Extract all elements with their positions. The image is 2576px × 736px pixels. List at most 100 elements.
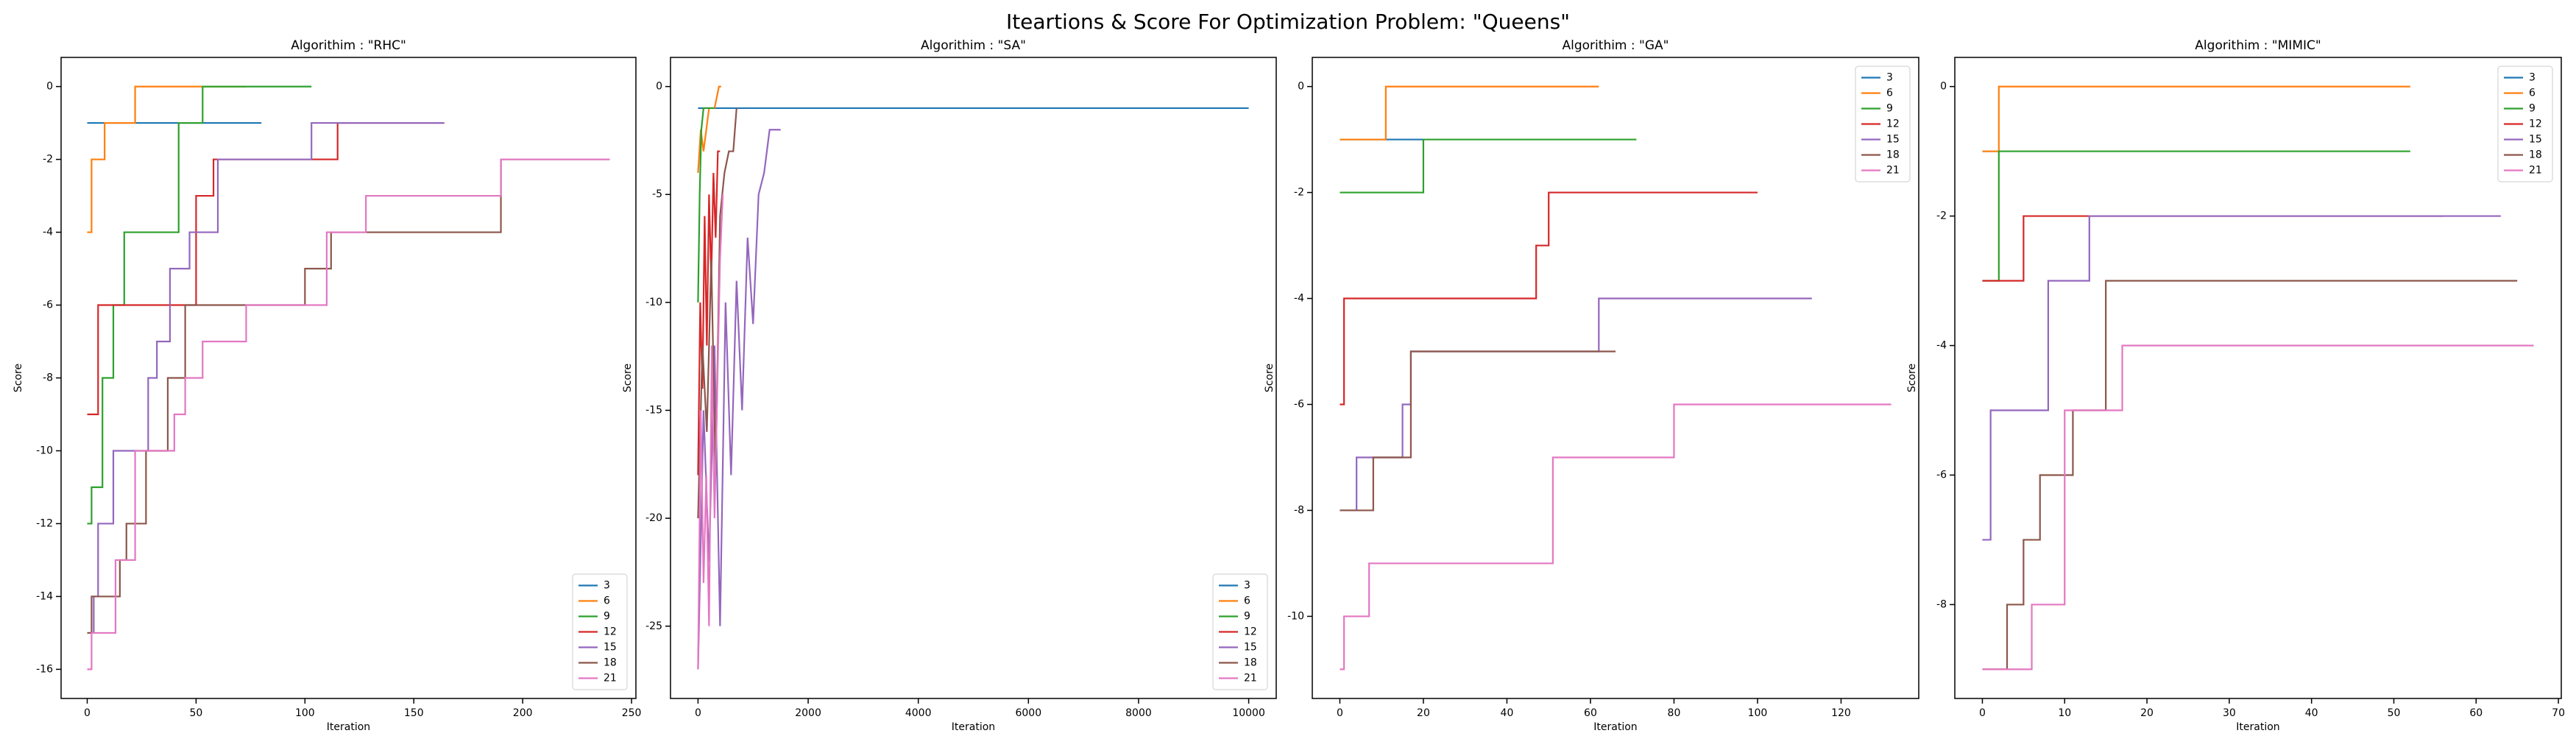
legend-label: 12 <box>2529 118 2542 130</box>
legend: 3 6 9 12 15 18 21 <box>1855 66 1911 183</box>
y-tick-label: -2 <box>1936 210 1947 222</box>
legend-label: 15 <box>604 642 617 654</box>
x-tick-label: 0 <box>84 707 91 719</box>
y-tick-label: -14 <box>36 590 53 602</box>
x-tick-label: 60 <box>1584 707 1597 719</box>
y-axis-label: Score <box>622 364 634 392</box>
x-axis-label: Iteration <box>2236 721 2279 733</box>
y-tick-label: -4 <box>1936 340 1947 352</box>
x-tick-label: 10000 <box>1232 707 1265 719</box>
y-tick-label: 0 <box>46 81 53 93</box>
series-line <box>697 194 724 670</box>
legend-label: 21 <box>1244 673 1257 684</box>
axes-frame <box>670 57 1277 699</box>
y-tick-label: -10 <box>1287 610 1304 622</box>
y-axis-label: Score <box>13 364 24 392</box>
legend: 3 6 9 12 15 18 21 <box>572 573 628 690</box>
x-tick-label: 10 <box>2058 707 2071 719</box>
legend-label: 21 <box>604 673 617 684</box>
legend-label: 3 <box>1244 580 1250 592</box>
legend-label: 3 <box>2529 72 2536 84</box>
y-tick-label: -8 <box>1936 598 1947 610</box>
y-tick-label: 0 <box>1298 81 1304 93</box>
x-tick-label: 100 <box>295 707 315 719</box>
x-tick-label: 6000 <box>1015 707 1041 719</box>
y-tick-label: -8 <box>43 372 53 384</box>
y-tick-label: -15 <box>645 404 662 416</box>
y-tick-label: 0 <box>1940 81 1947 93</box>
x-tick-label: 0 <box>1337 707 1343 719</box>
x-tick-label: 50 <box>190 707 203 719</box>
x-tick-label: 50 <box>2388 707 2401 719</box>
legend-label: 12 <box>604 626 617 638</box>
x-tick-label: 2000 <box>795 707 821 719</box>
x-tick-label: 150 <box>404 707 424 719</box>
subplot-title: Algorithim : "RHC" <box>291 38 406 53</box>
y-tick-label: -6 <box>1294 398 1304 410</box>
legend-label: 18 <box>1244 657 1257 669</box>
x-tick-label: 4000 <box>905 707 932 719</box>
x-axis-label: Iteration <box>327 721 370 733</box>
series-line <box>1340 297 1812 512</box>
series-line <box>87 121 445 416</box>
legend-box <box>2497 66 2553 183</box>
legend-label: 15 <box>1886 134 1900 146</box>
legend-label: 15 <box>1244 642 1257 654</box>
series-line <box>1982 344 2534 670</box>
legend-label: 9 <box>2529 103 2536 115</box>
subplot: Algorithim : "RHC" Iteration Score 0 50 100 15… <box>13 38 641 733</box>
subplot-title: Algorithim : "SA" <box>921 38 1026 53</box>
legend-label: 12 <box>1244 626 1257 638</box>
x-tick-label: 0 <box>695 707 701 719</box>
y-tick-label: -4 <box>1294 293 1304 305</box>
x-tick-label: 20 <box>2140 707 2154 719</box>
legend: 3 6 9 12 15 18 21 <box>2497 66 2553 183</box>
axes-frame <box>1312 57 1919 699</box>
series-line <box>697 107 715 302</box>
series-line <box>1340 350 1616 512</box>
y-tick-label: -6 <box>43 300 53 311</box>
y-tick-label: -25 <box>645 620 662 632</box>
y-tick-label: -6 <box>1936 469 1947 481</box>
x-tick-label: 40 <box>1501 707 1514 719</box>
x-tick-label: 80 <box>1668 707 1681 719</box>
series-line <box>87 85 247 233</box>
legend-label: 3 <box>604 580 610 592</box>
subplot-title: Algorithim : "MIMIC" <box>2195 38 2321 53</box>
x-tick-label: 40 <box>2305 707 2318 719</box>
series-line <box>1982 215 2501 541</box>
series-line <box>87 121 445 634</box>
subplot-title: Algorithim : "GA" <box>1563 38 1669 53</box>
legend-label: 6 <box>604 595 610 607</box>
series-line <box>1340 138 1637 194</box>
legend-label: 18 <box>2529 149 2542 161</box>
series-line <box>87 158 610 634</box>
y-axis-label: Score <box>1906 364 1918 392</box>
legend-label: 9 <box>1886 103 1893 115</box>
series-line <box>87 158 610 670</box>
legend-label: 9 <box>604 611 610 623</box>
x-tick-label: 200 <box>513 707 533 719</box>
y-tick-label: -4 <box>43 227 53 238</box>
series-line <box>1982 85 2410 152</box>
subplot: Algorithim : "MIMIC" Iteration Score 0 10 20 3… <box>1906 38 2565 733</box>
legend-label: 15 <box>2529 134 2542 146</box>
figure-title: Iteartions & Score For Optimization Prob… <box>1006 10 1570 34</box>
legend-label: 18 <box>1886 149 1900 161</box>
series-line <box>1340 191 1758 406</box>
y-tick-label: -5 <box>652 188 662 200</box>
series-line <box>1340 85 1599 141</box>
legend: 3 6 9 12 15 18 21 <box>1212 573 1268 690</box>
legend-label: 6 <box>1886 88 1893 99</box>
legend-label: 9 <box>1244 611 1250 623</box>
legend-label: 6 <box>2529 88 2536 99</box>
legend-label: 3 <box>1886 72 1893 84</box>
y-tick-label: -16 <box>36 663 53 675</box>
subplot: Algorithim : "SA" Iteration Score 0 2000 4000… <box>622 38 1277 733</box>
x-tick-label: 0 <box>1979 707 1986 719</box>
y-tick-label: -10 <box>645 297 662 308</box>
x-tick-label: 100 <box>1748 707 1768 719</box>
series-line <box>1982 280 2518 670</box>
x-tick-label: 20 <box>1417 707 1430 719</box>
